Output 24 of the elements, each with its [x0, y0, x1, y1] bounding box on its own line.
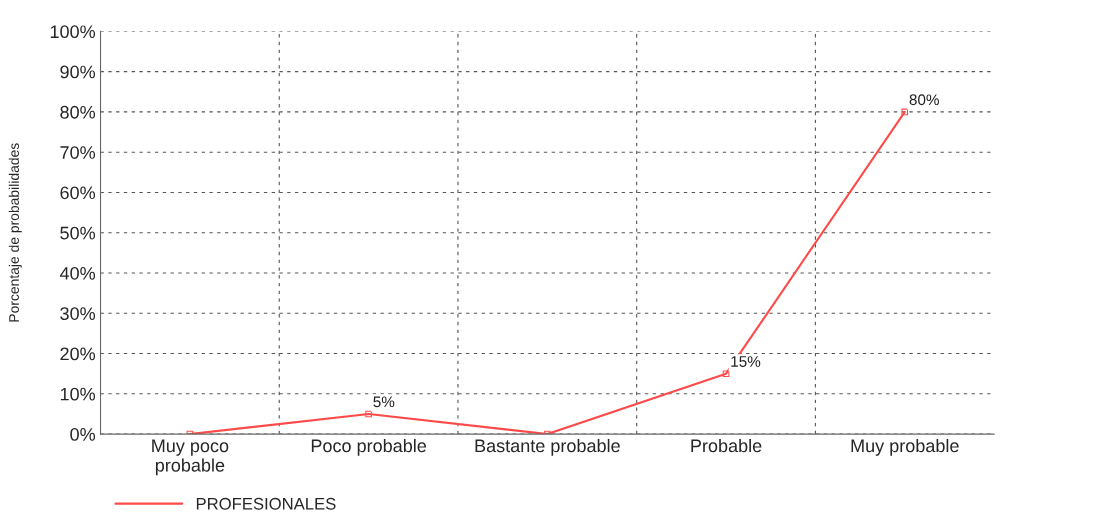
x-tick-label: Poco probable [311, 438, 427, 456]
y-tick-label: 100% [50, 25, 96, 39]
y-tick-label: 20% [60, 347, 96, 361]
y-tick-label: 50% [60, 226, 96, 240]
x-tick-label: Muy poco probable [152, 439, 229, 476]
x-tick-label: Probable [691, 438, 762, 453]
y-axis-title: Porcentaje de probabilidades [8, 143, 22, 322]
y-tick-label: 10% [60, 387, 96, 401]
x-tick-label: Muy probable [851, 438, 959, 456]
legend-label: PROFESIONALES [196, 497, 336, 510]
data-label: 80% [909, 94, 939, 106]
y-tick-label: 40% [59, 266, 96, 280]
y-tick-label: 0% [70, 428, 96, 441]
y-tick-label: 70% [60, 146, 96, 159]
point [722, 370, 730, 377]
data-label: 15% [731, 356, 761, 367]
point [365, 410, 372, 418]
x-tick-label: Bastante probable [475, 438, 620, 456]
y-tick-label: 30% [60, 307, 96, 320]
data-label: 5% [373, 396, 395, 408]
point [901, 108, 909, 116]
y-tick-label: 80% [60, 105, 96, 119]
y-tick-label: 60% [60, 186, 96, 200]
y-tick-label: 90% [60, 65, 96, 79]
